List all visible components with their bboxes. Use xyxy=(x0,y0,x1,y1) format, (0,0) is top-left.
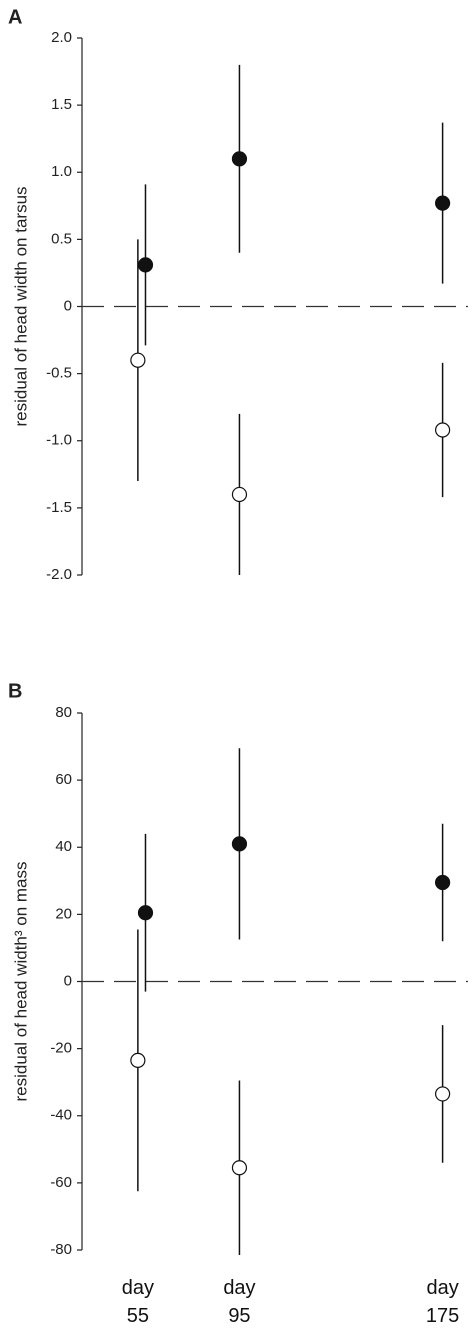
marker xyxy=(137,257,154,273)
y-tick-label: 80 xyxy=(55,704,72,721)
y-axis-label: residual of head width on tarsus xyxy=(11,186,30,426)
y-tick-label: -1.0 xyxy=(46,432,72,449)
y-tick-label: 0.5 xyxy=(51,230,72,247)
y-tick-label: 20 xyxy=(55,905,72,922)
y-tick-label: -80 xyxy=(50,1241,72,1258)
marker xyxy=(231,836,248,852)
x-tick-label: day 55 xyxy=(121,1277,154,1327)
x-tick-label: day 175 xyxy=(425,1277,460,1327)
marker xyxy=(137,905,154,921)
marker xyxy=(130,352,146,368)
x-tick-label: day 95 xyxy=(223,1277,256,1327)
marker xyxy=(231,1160,248,1176)
marker xyxy=(435,1086,451,1102)
y-tick-label: -20 xyxy=(50,1040,72,1057)
y-tick-label: -0.5 xyxy=(46,365,72,382)
y-axis-label: residual of head width³ on mass xyxy=(11,861,30,1101)
y-tick-label: 0 xyxy=(64,972,72,989)
y-tick-label: -60 xyxy=(50,1174,72,1191)
y-tick-label: 1.0 xyxy=(51,163,72,180)
panel-label: A xyxy=(8,6,22,28)
marker xyxy=(231,151,248,167)
y-tick-label: -40 xyxy=(50,1107,72,1124)
y-tick-label: 40 xyxy=(55,838,72,855)
panel-label: B xyxy=(8,680,22,702)
y-tick-label: -1.5 xyxy=(46,499,72,516)
y-tick-label: 60 xyxy=(55,771,72,788)
marker xyxy=(130,1052,146,1068)
marker xyxy=(231,486,248,503)
y-tick-label: 1.5 xyxy=(51,96,72,113)
y-tick-label: 0 xyxy=(64,297,72,314)
y-tick-label: -2.0 xyxy=(46,566,72,583)
marker xyxy=(435,195,451,211)
y-tick-label: 2.0 xyxy=(51,29,72,46)
marker xyxy=(435,874,451,891)
marker xyxy=(435,422,451,438)
